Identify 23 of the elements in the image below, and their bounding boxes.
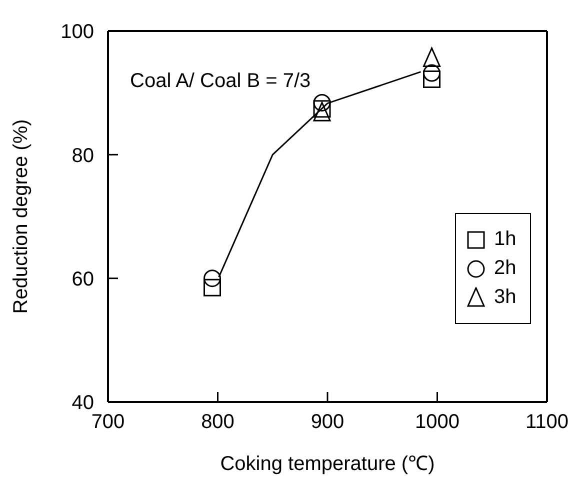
x-tick-label: 900 [310, 411, 344, 434]
x-tick-label: 1000 [415, 411, 460, 434]
point [313, 94, 331, 112]
x-axis-title: Coking temperature (℃) [220, 453, 435, 476]
y-tick-label: 80 [72, 144, 94, 167]
point [423, 47, 441, 67]
y-axis-title: Reduction degree (%) [10, 119, 32, 314]
y-tick-label: 60 [72, 268, 94, 290]
legend-label: 1h [494, 228, 516, 251]
point [423, 64, 441, 82]
x-tick-label: 700 [91, 411, 125, 434]
x-tick-label: 800 [201, 411, 234, 434]
point [423, 70, 441, 88]
legend-label: 2h [494, 257, 516, 280]
y-tick-label: 40 [72, 392, 94, 414]
y-tick-label: 100 [60, 21, 94, 44]
x-tick-label: 1100 [525, 411, 569, 434]
point [313, 100, 331, 118]
annotation: Coal A/ Coal B = 7/3 [130, 70, 311, 93]
legend-label: 3h [494, 286, 516, 309]
point [313, 102, 331, 122]
point [204, 278, 222, 296]
point [204, 270, 222, 288]
